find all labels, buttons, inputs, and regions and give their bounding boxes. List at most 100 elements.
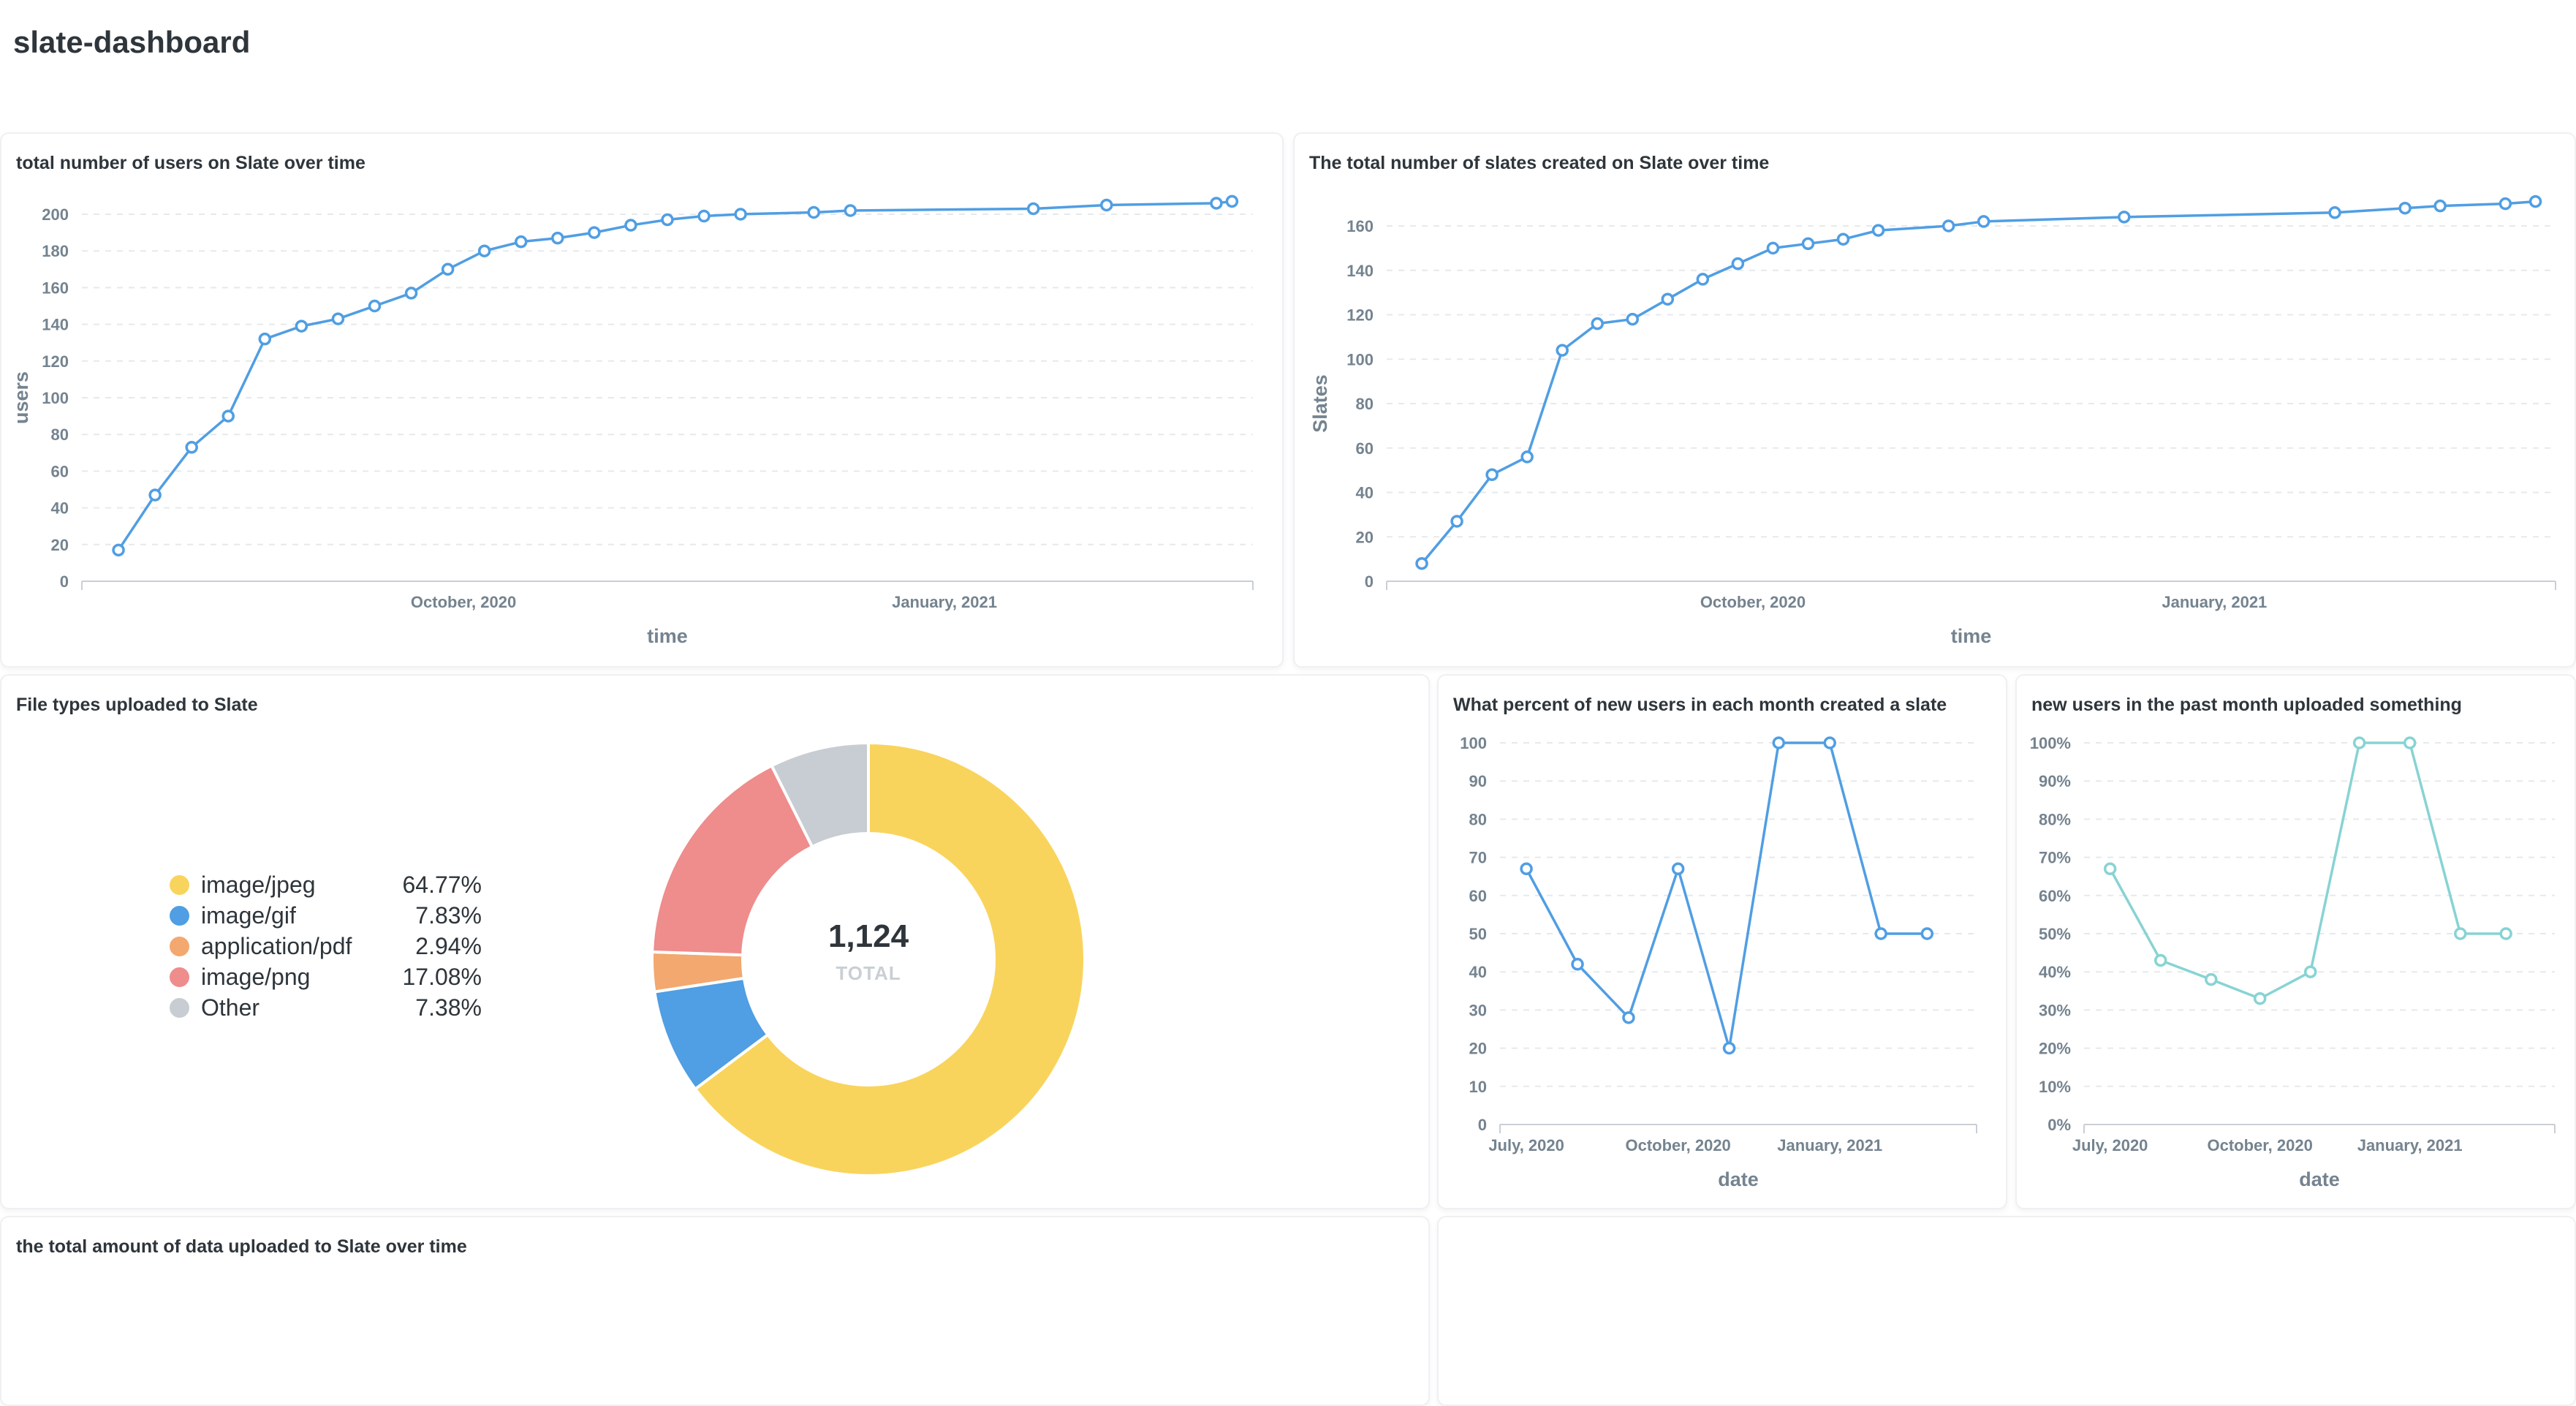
data-point [1225, 194, 1239, 208]
legend-percent: 2.94% [415, 932, 482, 959]
data-point [661, 213, 674, 227]
card-title[interactable]: What percent of new users in each month … [1453, 695, 1947, 715]
data-point [2303, 965, 2317, 978]
data-point [551, 231, 564, 245]
y-tick-label: 0 [1478, 1116, 1487, 1134]
x-tick-label: July, 2020 [2072, 1136, 2148, 1154]
x-axis-title: time [1951, 625, 1992, 647]
y-tick-label: 10% [2039, 1078, 2071, 1096]
donut-total-value: 1,124 [827, 918, 909, 954]
y-tick-label: 60 [51, 462, 69, 480]
x-tick-label: October, 2020 [2208, 1136, 2313, 1154]
x-tick-label: October, 2020 [411, 593, 516, 611]
uploaded-line-chart[interactable]: 0% 10% 20% 30% 40% 50% 60% 70% 80% 90% 100% July, 2… [2017, 676, 2576, 1209]
legend-item-jpeg[interactable]: image/jpeg 64.77% [170, 869, 482, 900]
legend-label: application/pdf [201, 932, 352, 959]
data-point [1485, 468, 1499, 481]
data-uploaded-card[interactable]: the total amount of data uploaded to Sla… [0, 1216, 1430, 1406]
data-point [2103, 862, 2117, 876]
donut-slice-other [769, 741, 870, 849]
y-tick-label: 120 [42, 352, 69, 371]
uploaded-something-card[interactable]: new users in the past month uploaded som… [2015, 674, 2576, 1209]
file-types-donut-chart[interactable] [1, 676, 1430, 1209]
y-tick-label: 140 [42, 316, 69, 334]
y-tick-label: 100 [42, 389, 69, 407]
legend-item-gif[interactable]: image/gif 7.83% [170, 900, 482, 931]
data-point [368, 299, 382, 313]
data-point [1722, 1041, 1736, 1055]
data-point [1874, 927, 1887, 940]
data-point [1772, 736, 1786, 749]
y-tick-label: 0% [2047, 1116, 2071, 1134]
card-title[interactable]: total number of users on Slate over time [16, 153, 365, 173]
x-tick-label: January, 2021 [2162, 593, 2267, 611]
data-point [2205, 972, 2218, 986]
x-tick-label: January, 2021 [2357, 1136, 2463, 1154]
y-tick-label: 50 [1469, 925, 1487, 943]
series-line [1420, 200, 2536, 564]
data-point [844, 204, 857, 217]
data-point [1836, 233, 1850, 246]
y-tick-label: 90 [1469, 772, 1487, 790]
data-point [1520, 862, 1533, 876]
y-tick-label: 160 [1346, 217, 1374, 235]
data-point [2253, 991, 2267, 1005]
donut-slice-image-jpeg [693, 741, 1086, 1177]
donut-legend: image/jpeg 64.77% image/gif 7.83% applic… [170, 869, 482, 1023]
legend-item-png[interactable]: image/png 17.08% [170, 961, 482, 992]
data-point [588, 226, 601, 239]
y-tick-label: 10 [1469, 1078, 1487, 1096]
legend-swatch [170, 936, 189, 956]
data-point [624, 219, 637, 232]
data-point [1571, 958, 1584, 971]
data-point [441, 262, 455, 276]
y-tick-label: 60 [1469, 887, 1487, 905]
data-point [112, 543, 125, 557]
data-point [148, 488, 162, 502]
card-title[interactable]: new users in the past month uploaded som… [2031, 695, 2462, 715]
y-tick-label: 40 [1469, 963, 1487, 981]
percent-created-line-chart[interactable]: 0 10 20 30 40 50 60 70 80 90 100 July, 2020 October,… [1439, 676, 2007, 1209]
legend-percent: 64.77% [402, 871, 482, 898]
data-point [1731, 257, 1745, 271]
card-title[interactable]: File types uploaded to Slate [16, 695, 258, 715]
legend-swatch [170, 905, 189, 926]
data-point [1696, 273, 1710, 286]
y-tick-label: 80 [1356, 395, 1374, 413]
legend-swatch [170, 967, 189, 987]
data-point [1920, 927, 1934, 940]
data-point [477, 244, 491, 257]
slates-over-time-card[interactable]: The total number of slates created on Sl… [1293, 132, 2576, 668]
data-point [1766, 241, 1780, 255]
legend-label: image/jpeg [201, 871, 316, 898]
y-tick-label: 30% [2039, 1001, 2071, 1019]
data-point [2398, 201, 2412, 215]
file-types-card[interactable]: File types uploaded to Slate image/jpeg … [0, 674, 1430, 1209]
data-point [185, 441, 198, 454]
data-point [2528, 194, 2542, 208]
legend-item-pdf[interactable]: application/pdf 2.94% [170, 931, 482, 961]
legend-item-other[interactable]: Other 7.38% [170, 992, 482, 1023]
data-point [1871, 224, 1885, 237]
legend-swatch [170, 997, 189, 1018]
data-point [1450, 515, 1463, 528]
card-title[interactable]: The total number of slates created on Sl… [1309, 153, 1770, 173]
legend-swatch [170, 874, 189, 895]
legend-label: image/gif [201, 902, 296, 929]
data-point [2454, 927, 2467, 940]
y-tick-label: 180 [42, 242, 69, 260]
users-line-chart[interactable]: 0 20 40 60 80 100 120 140 160 180 200 October, 2020… [1, 134, 1284, 668]
y-tick-label: 100% [2030, 734, 2071, 752]
slates-line-chart[interactable]: 0 20 40 60 80 100 120 140 160 October, 2020 Januar… [1295, 134, 2576, 668]
legend-label: image/png [201, 963, 311, 990]
y-tick-label: 40 [51, 499, 69, 518]
percent-created-slate-card[interactable]: What percent of new users in each month … [1437, 674, 2007, 1209]
x-tick-label: January, 2021 [1777, 1136, 1882, 1154]
card-title[interactable]: the total amount of data uploaded to Sla… [16, 1236, 467, 1257]
donut-total-label: TOTAL [836, 962, 901, 984]
data-point [1942, 219, 1955, 233]
data-point [1026, 202, 1040, 216]
data-point [734, 208, 747, 221]
y-tick-label: 70 [1469, 849, 1487, 867]
users-over-time-card[interactable]: total number of users on Slate over time… [0, 132, 1284, 668]
